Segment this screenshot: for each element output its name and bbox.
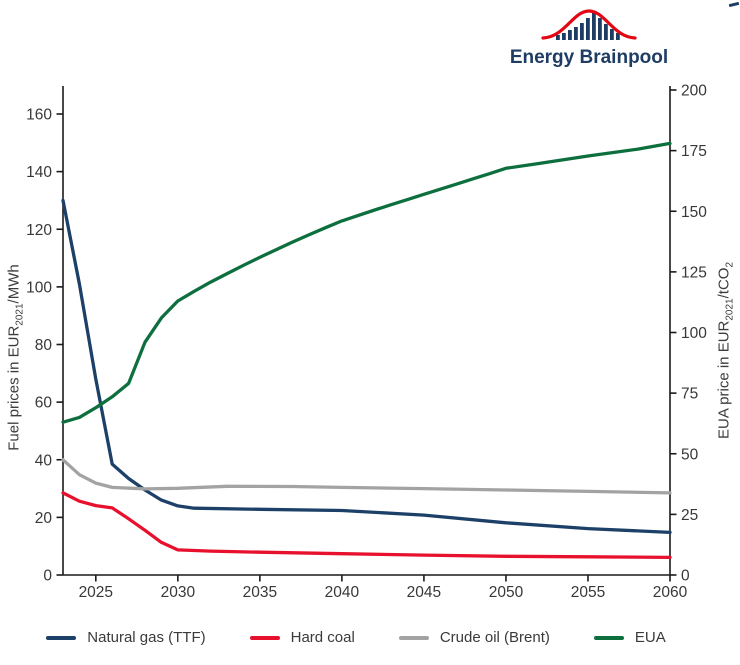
svg-text:2040: 2040 [325,584,360,601]
svg-text:100: 100 [26,279,52,296]
legend-label-hard-coal: Hard coal [290,629,355,646]
legend-item-eua: EUA [593,629,666,646]
svg-text:175: 175 [681,143,707,160]
svg-text:2050: 2050 [489,584,524,601]
svg-text:50: 50 [681,446,699,463]
legend-item-natural-gas: Natural gas (TTF) [46,629,206,646]
left-axis-title-suffix: /MWh [5,264,23,304]
svg-text:75: 75 [681,386,698,403]
left-axis-title: Fuel prices in EUR2021/MWh [4,108,26,608]
series-lines [61,141,672,560]
right-axis-title-subscript: 2021 [724,298,736,321]
series-line-crude-oil-brent [61,458,672,495]
legend-label-eua: EUA [634,629,666,646]
svg-text:100: 100 [681,325,707,342]
svg-text:2045: 2045 [407,584,441,601]
series-line-natural-gas-ttf [61,198,672,535]
axis-ticks: 0204060801001201401600255075100125150175… [26,83,707,602]
svg-text:125: 125 [681,264,707,281]
svg-text:150: 150 [681,204,707,221]
right-axis-title-text: EUA price in EUR [715,320,733,440]
legend-swatch-crude-oil [398,635,429,640]
logo-text: Energy Brainpool [510,47,668,68]
legend-swatch-natural-gas [46,635,77,640]
series-line-eua [61,141,672,424]
logo-histogram-icon [556,12,620,40]
left-axis-title-subscript: 2021 [14,303,26,326]
energy-brainpool-logo: Energy Brainpool [510,9,668,68]
legend-swatch-eua [593,635,624,640]
legend-label-crude-oil: Crude oil (Brent) [439,629,550,646]
svg-text:40: 40 [35,452,53,469]
legend-item-hard-coal: Hard coal [249,629,355,646]
svg-text:0: 0 [681,568,690,585]
svg-text:2025: 2025 [79,584,113,601]
right-axis-title-subscript-2: 2 [724,261,736,268]
svg-text:2060: 2060 [653,584,688,601]
svg-text:140: 140 [26,164,52,181]
svg-text:25: 25 [681,507,698,524]
series-line-hard-coal [61,491,672,560]
svg-text:120: 120 [26,222,52,239]
right-axis-title-mid: /tCO [715,267,733,299]
left-axis-title-text: Fuel prices in EUR [5,325,23,451]
svg-text:0: 0 [43,568,52,585]
svg-text:2035: 2035 [243,584,277,601]
legend-item-crude-oil: Crude oil (Brent) [398,629,550,646]
svg-text:2030: 2030 [161,584,196,601]
svg-text:2055: 2055 [571,584,605,601]
svg-text:60: 60 [35,395,53,412]
logo-bell-curve-icon [541,9,637,40]
svg-text:20: 20 [35,510,53,527]
legend: Natural gas (TTF) Hard coal Crude oil (B… [0,629,712,646]
svg-text:160: 160 [26,107,52,124]
legend-label-natural-gas: Natural gas (TTF) [87,629,206,646]
right-axis-title: EUA price in EUR2021/tCO2 [714,101,736,601]
svg-text:80: 80 [35,337,53,354]
svg-text:200: 200 [681,83,707,100]
legend-swatch-hard-coal [249,635,280,640]
price-chart: 0204060801001201401600255075100125150175… [26,83,707,602]
